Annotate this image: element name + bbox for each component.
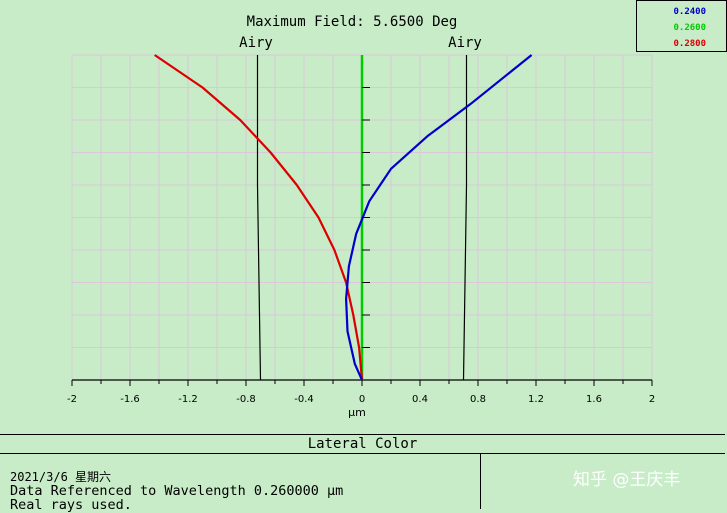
x-axis-label: µm xyxy=(348,406,366,419)
x-tick-label: 2 xyxy=(649,394,655,405)
bottom-panel: Lateral Color 2021/3/6 星期六 Data Referenc… xyxy=(0,434,727,513)
legend-item-0260: 0.2600 xyxy=(673,23,706,33)
x-tick-label: -2 xyxy=(67,394,77,405)
x-tick-label: 1.2 xyxy=(528,394,544,405)
x-tick-label: 0.4 xyxy=(412,394,428,405)
lateral-color-plot: Maximum Field: 5.6500 Deg Airy Airy -2 -1… xyxy=(67,14,655,419)
x-tick-label: -1.6 xyxy=(120,394,140,405)
info-reference: Data Referenced to Wavelength 0.260000 µ… xyxy=(10,483,344,499)
series-line-02400 xyxy=(345,54,533,381)
airy-lines xyxy=(256,55,468,381)
airy-label-left: Airy xyxy=(239,35,273,51)
legend-item-0240: 0.2400 xyxy=(673,7,706,17)
side-box: 知乎 @王庆丰 xyxy=(481,453,725,509)
x-axis: -2 -1.6 -1.2 -0.8 -0.4 0 0.4 0.8 1.2 1.6 2 xyxy=(67,379,655,405)
watermark: 知乎 @王庆丰 xyxy=(573,470,681,490)
airy-line-left xyxy=(256,55,262,381)
info-date: 2021/3/6 星期六 xyxy=(10,470,112,484)
legend-item-0280: 0.2800 xyxy=(673,39,706,49)
chart-title: Maximum Field: 5.6500 Deg xyxy=(247,14,458,30)
airy-label-right: Airy xyxy=(448,35,482,51)
legend: 0.2400 0.2600 0.2800 xyxy=(636,0,727,52)
series-line-02800 xyxy=(154,54,364,381)
airy-line-right xyxy=(462,55,468,381)
x-tick-label: -0.4 xyxy=(294,394,314,405)
info-box: 2021/3/6 星期六 Data Referenced to Waveleng… xyxy=(0,453,481,513)
x-tick-label: 1.6 xyxy=(586,394,602,405)
x-tick-label: -0.8 xyxy=(236,394,256,405)
x-tick-label: -1.2 xyxy=(178,394,198,405)
x-tick-label: 0 xyxy=(359,394,365,405)
info-rays: Real rays used. xyxy=(10,497,132,513)
x-tick-label: 0.8 xyxy=(470,394,486,405)
series-lines xyxy=(154,54,533,381)
plot-caption: Lateral Color xyxy=(0,434,725,454)
